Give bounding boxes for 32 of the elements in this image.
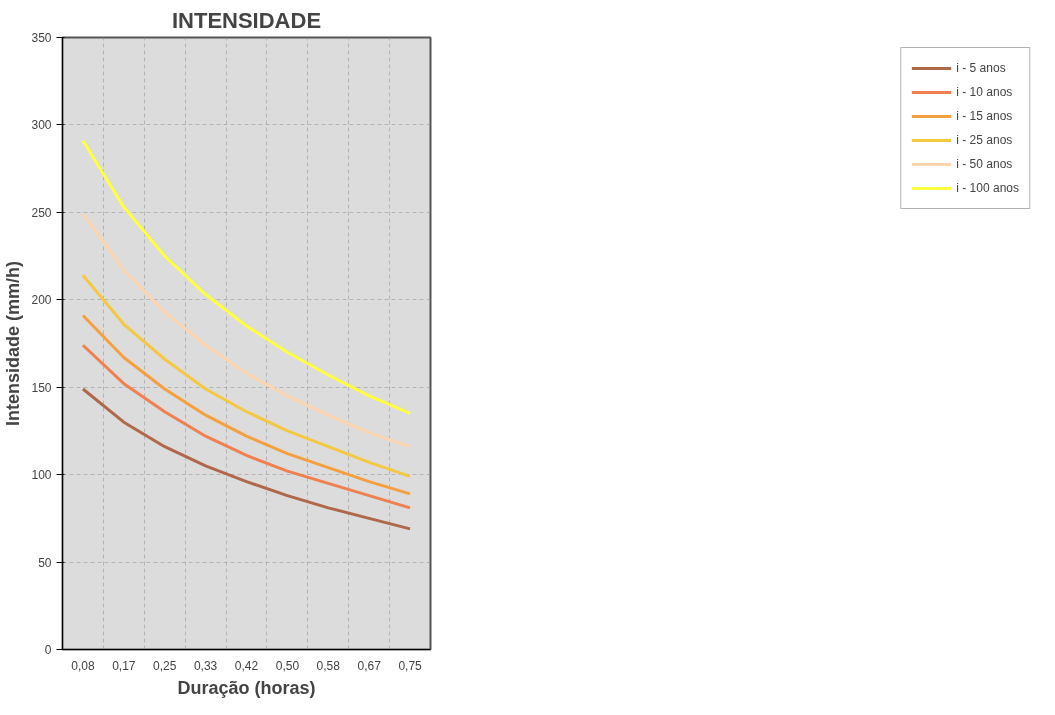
line-series — [81, 387, 412, 531]
y-tick-label: 100 — [31, 468, 52, 483]
x-tick-label: 0,50 — [275, 658, 300, 673]
x-tick-label: 0,17 — [112, 658, 136, 673]
x-tick-label: 0,25 — [153, 658, 177, 673]
x-tick-label: 0,33 — [193, 658, 218, 673]
legend-label: i - 10 anos — [956, 85, 1013, 99]
x-axis-title: Duração (horas) — [177, 677, 316, 698]
y-tick-label: 300 — [31, 118, 52, 133]
line-series — [81, 343, 412, 510]
y-tick-label: 50 — [38, 555, 52, 570]
legend-label: i - 25 anos — [956, 133, 1013, 147]
y-tick-label: 150 — [31, 380, 52, 395]
x-tick-label: 0,42 — [234, 658, 259, 673]
chart-title: INTENSIDADE — [171, 7, 322, 33]
legend-label: i - 15 anos — [956, 109, 1013, 123]
legend-label: i - 5 anos — [956, 61, 1006, 75]
x-tick-label: 0,58 — [316, 658, 341, 673]
line-series — [81, 212, 412, 449]
y-tick-label: 0 — [44, 643, 52, 657]
legend-label: i - 50 anos — [956, 157, 1013, 171]
x-tick-label: 0,08 — [71, 658, 95, 673]
y-axis-title: Intensidade (mm/h) — [3, 260, 24, 427]
line-series — [81, 314, 412, 496]
x-tick-label: 0,75 — [398, 658, 423, 673]
y-tick-label: 350 — [31, 31, 52, 45]
line-series — [81, 273, 412, 478]
x-tick-label: 0,67 — [357, 658, 382, 673]
line-series — [81, 139, 412, 415]
legend-label: i - 100 anos — [956, 181, 1019, 195]
y-tick-label: 250 — [31, 205, 52, 220]
y-tick-label: 200 — [31, 293, 52, 308]
